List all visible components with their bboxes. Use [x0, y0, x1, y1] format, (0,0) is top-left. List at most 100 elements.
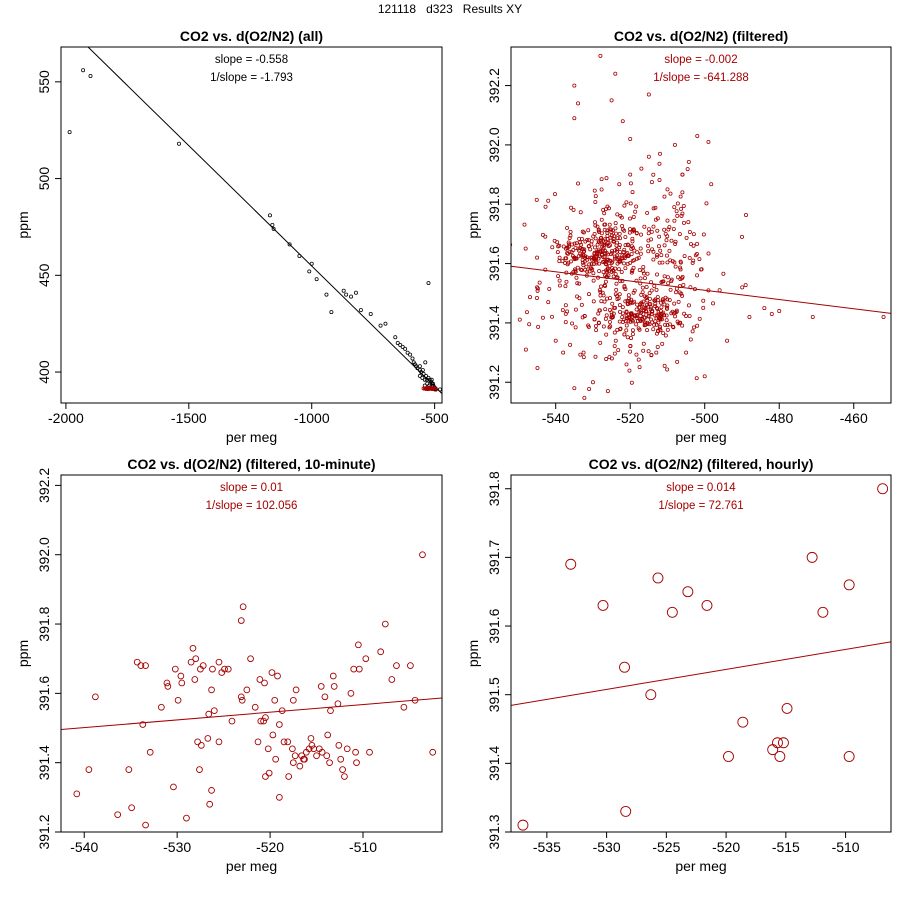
data-point — [694, 376, 699, 381]
data-point — [408, 352, 413, 357]
data-point — [678, 265, 683, 270]
data-point — [239, 603, 247, 611]
data-point — [658, 248, 663, 253]
x-tick-label: -525 — [652, 839, 680, 855]
data-point — [617, 245, 622, 250]
data-point — [355, 641, 362, 649]
data-point — [743, 283, 748, 288]
data-point — [204, 735, 212, 742]
data-point — [621, 250, 626, 255]
data-point — [528, 295, 532, 300]
x-tick-label: -480 — [765, 410, 793, 426]
data-point — [607, 222, 612, 227]
data-point — [667, 298, 672, 303]
data-point — [634, 314, 639, 319]
data-point — [73, 790, 81, 798]
data-point — [623, 243, 628, 248]
data-point — [675, 359, 680, 364]
y-axis-label: ppm — [465, 211, 481, 238]
data-point — [622, 247, 627, 252]
data-point — [268, 669, 276, 676]
data-point — [618, 258, 623, 263]
data-point — [618, 279, 623, 284]
data-point — [688, 337, 693, 342]
data-point — [656, 244, 661, 249]
data-point — [672, 218, 677, 223]
data-point — [695, 323, 700, 328]
data-point — [641, 269, 646, 274]
data-point — [535, 365, 540, 370]
data-point — [677, 290, 682, 295]
data-point — [362, 655, 370, 663]
data-point — [321, 693, 329, 701]
data-point — [667, 225, 672, 230]
data-point — [593, 236, 598, 241]
data-point — [292, 686, 300, 694]
data-point — [609, 313, 614, 318]
data-point — [607, 325, 612, 330]
data-point — [613, 305, 618, 310]
data-point — [649, 312, 654, 317]
data-point — [621, 227, 625, 232]
data-point — [128, 804, 135, 812]
data-point — [575, 265, 580, 270]
data-point — [616, 296, 621, 301]
data-point — [257, 717, 265, 725]
data-point — [557, 259, 562, 264]
data-point — [609, 252, 614, 257]
data-point — [596, 247, 601, 252]
data-point — [646, 314, 651, 319]
data-point — [575, 281, 580, 286]
data-point — [657, 260, 662, 265]
data-point — [684, 314, 688, 318]
data-point — [421, 372, 426, 376]
data-point — [353, 759, 360, 767]
data-point — [584, 273, 589, 278]
data-point — [647, 291, 652, 296]
data-point — [635, 256, 640, 261]
data-point — [199, 662, 207, 669]
fit-line — [511, 641, 891, 706]
data-point — [329, 672, 337, 680]
data-point — [405, 350, 410, 355]
data-point — [641, 299, 646, 304]
data-point — [670, 309, 675, 314]
data-point — [584, 264, 589, 269]
data-point — [603, 307, 608, 312]
panel-1: CO2 vs. d(O2/N2) (all) slope = -0.558 1/sl… — [15, 28, 449, 445]
data-point — [706, 288, 711, 293]
data-point — [592, 317, 597, 322]
data-point — [649, 280, 654, 285]
data-point — [590, 380, 595, 385]
data-point — [613, 71, 618, 76]
data-point — [566, 240, 571, 245]
data-point — [563, 320, 568, 325]
data-point — [604, 176, 609, 181]
data-point — [612, 254, 617, 259]
data-point — [388, 676, 396, 683]
data-point — [578, 352, 583, 357]
data-point — [567, 236, 572, 240]
data-point — [615, 236, 620, 241]
data-point — [723, 751, 734, 762]
data-point — [706, 139, 711, 144]
data-point — [843, 751, 855, 762]
data-point — [164, 683, 172, 690]
data-point — [658, 309, 663, 314]
data-point — [599, 250, 604, 254]
data-point — [614, 287, 619, 292]
data-point — [576, 248, 581, 253]
data-point — [271, 226, 276, 231]
data-point — [725, 338, 730, 343]
data-point — [142, 821, 149, 829]
data-point — [623, 319, 628, 324]
data-point — [599, 299, 604, 304]
data-point — [527, 322, 532, 327]
panel-title: CO2 vs. d(O2/N2) (all) — [180, 28, 323, 44]
data-point — [424, 373, 428, 378]
data-point — [238, 696, 246, 704]
data-point — [593, 200, 598, 205]
data-point — [709, 182, 714, 187]
data-point — [572, 257, 577, 262]
data-point — [395, 341, 400, 345]
